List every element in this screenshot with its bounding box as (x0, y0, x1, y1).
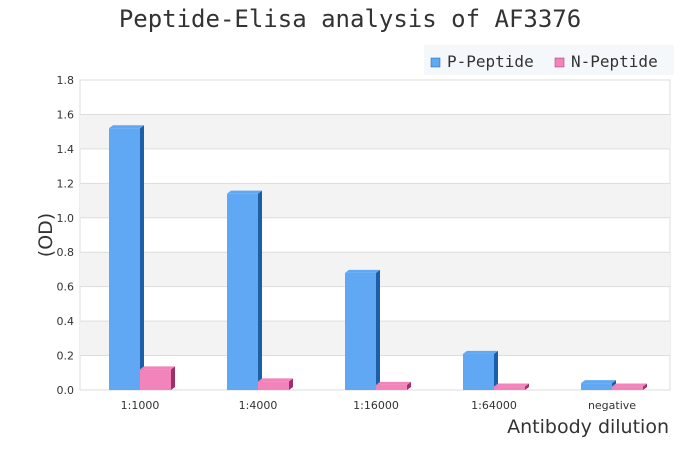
y-tick-label: 0.4 (57, 315, 75, 328)
y-tick-label: 1.0 (57, 212, 75, 225)
y-axis-title: (OD) (35, 213, 57, 257)
bar-top (109, 125, 144, 129)
bar-top (258, 378, 293, 382)
bar-front (345, 272, 376, 390)
bar-p-peptide-1:4000 (227, 190, 262, 390)
bar-front (612, 386, 643, 390)
bar-top (494, 383, 529, 387)
grid-band (80, 183, 670, 218)
bar-top (345, 269, 380, 273)
legend (424, 45, 674, 75)
y-tick-label: 0.0 (57, 384, 75, 397)
bar-side (525, 383, 529, 390)
bar-top (140, 366, 175, 370)
bar-n-peptide-1:1000 (140, 366, 175, 390)
bar-front (463, 353, 494, 390)
bar-side (376, 269, 380, 390)
bar-front (258, 381, 289, 390)
y-tick-label: 0.2 (57, 350, 75, 363)
bar-front (376, 384, 407, 390)
bar-top (376, 381, 411, 385)
x-tick-label: 1:4000 (239, 399, 278, 412)
bar-side (643, 383, 647, 390)
legend-swatch-p-peptide (430, 57, 441, 68)
bar-p-peptide-1:1000 (109, 125, 144, 390)
y-tick-label: 1.4 (57, 143, 75, 156)
bar-side (258, 190, 262, 390)
bar-n-peptide-negative (612, 383, 647, 390)
x-tick-label: 1:16000 (353, 399, 399, 412)
bar-p-peptide-1:16000 (345, 269, 380, 390)
x-tick-label: 1:1000 (121, 399, 160, 412)
bar-side (289, 378, 293, 390)
y-tick-label: 0.8 (57, 246, 75, 259)
bar-top (227, 190, 262, 194)
bar-n-peptide-1:64000 (494, 383, 529, 390)
y-tick-label: 1.8 (57, 74, 75, 87)
bar-front (140, 369, 171, 390)
bar-side (407, 381, 411, 390)
y-tick-label: 1.2 (57, 177, 75, 190)
grid-band (80, 114, 670, 149)
bar-n-peptide-1:4000 (258, 378, 293, 390)
x-tick-label: negative (588, 399, 636, 412)
bar-side (494, 350, 498, 390)
bar-front (109, 128, 140, 390)
bar-p-peptide-1:64000 (463, 350, 498, 390)
bar-n-peptide-1:16000 (376, 381, 411, 390)
legend-swatch-n-peptide (554, 57, 565, 68)
x-tick-label: 1:64000 (471, 399, 517, 412)
bar-front (494, 386, 525, 390)
bar-front (581, 383, 612, 390)
legend-label-n-peptide: N-Peptide (571, 52, 658, 71)
bar-top (581, 380, 616, 384)
bar-side (171, 366, 175, 390)
y-tick-label: 0.6 (57, 281, 75, 294)
bar-p-peptide-negative (581, 380, 616, 390)
y-tick-label: 1.6 (57, 108, 75, 121)
bar-top (612, 383, 647, 387)
bar-front (227, 193, 258, 390)
bar-side (140, 125, 144, 390)
bar-top (463, 350, 498, 354)
legend-label-p-peptide: P-Peptide (447, 52, 534, 71)
x-axis-title: Antibody dilution (507, 416, 669, 438)
chart-title: Peptide-Elisa analysis of AF3376 (119, 5, 581, 33)
